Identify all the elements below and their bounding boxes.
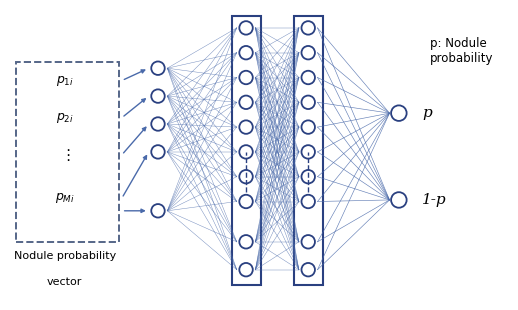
Ellipse shape (239, 120, 253, 134)
Ellipse shape (301, 195, 315, 208)
FancyBboxPatch shape (232, 16, 261, 285)
Text: 1-p: 1-p (422, 193, 447, 207)
Ellipse shape (239, 71, 253, 84)
FancyBboxPatch shape (16, 62, 119, 242)
Ellipse shape (239, 235, 253, 249)
Ellipse shape (151, 61, 165, 75)
Ellipse shape (301, 21, 315, 35)
Text: Nodule probability: Nodule probability (13, 251, 116, 261)
Ellipse shape (301, 46, 315, 60)
Text: $p_{2i}$: $p_{2i}$ (56, 111, 74, 125)
Ellipse shape (151, 89, 165, 103)
Ellipse shape (239, 170, 253, 184)
Ellipse shape (239, 195, 253, 208)
Ellipse shape (239, 263, 253, 277)
Ellipse shape (239, 21, 253, 35)
FancyBboxPatch shape (294, 16, 323, 285)
Ellipse shape (151, 117, 165, 131)
Ellipse shape (391, 192, 407, 208)
Ellipse shape (151, 145, 165, 159)
Ellipse shape (301, 95, 315, 109)
Ellipse shape (151, 204, 165, 218)
Ellipse shape (301, 235, 315, 249)
Text: vector: vector (47, 277, 82, 287)
Text: p: p (422, 106, 432, 120)
Ellipse shape (301, 71, 315, 84)
Ellipse shape (301, 145, 315, 159)
Ellipse shape (301, 170, 315, 184)
Ellipse shape (391, 105, 407, 121)
Ellipse shape (239, 145, 253, 159)
Text: $\vdots$: $\vdots$ (60, 147, 70, 163)
Ellipse shape (301, 120, 315, 134)
Text: $p_{Mi}$: $p_{Mi}$ (55, 191, 75, 206)
Text: p: Nodule
probability: p: Nodule probability (430, 37, 494, 65)
Ellipse shape (239, 95, 253, 109)
Ellipse shape (301, 263, 315, 277)
Ellipse shape (239, 46, 253, 60)
Text: $p_{1i}$: $p_{1i}$ (56, 73, 74, 88)
